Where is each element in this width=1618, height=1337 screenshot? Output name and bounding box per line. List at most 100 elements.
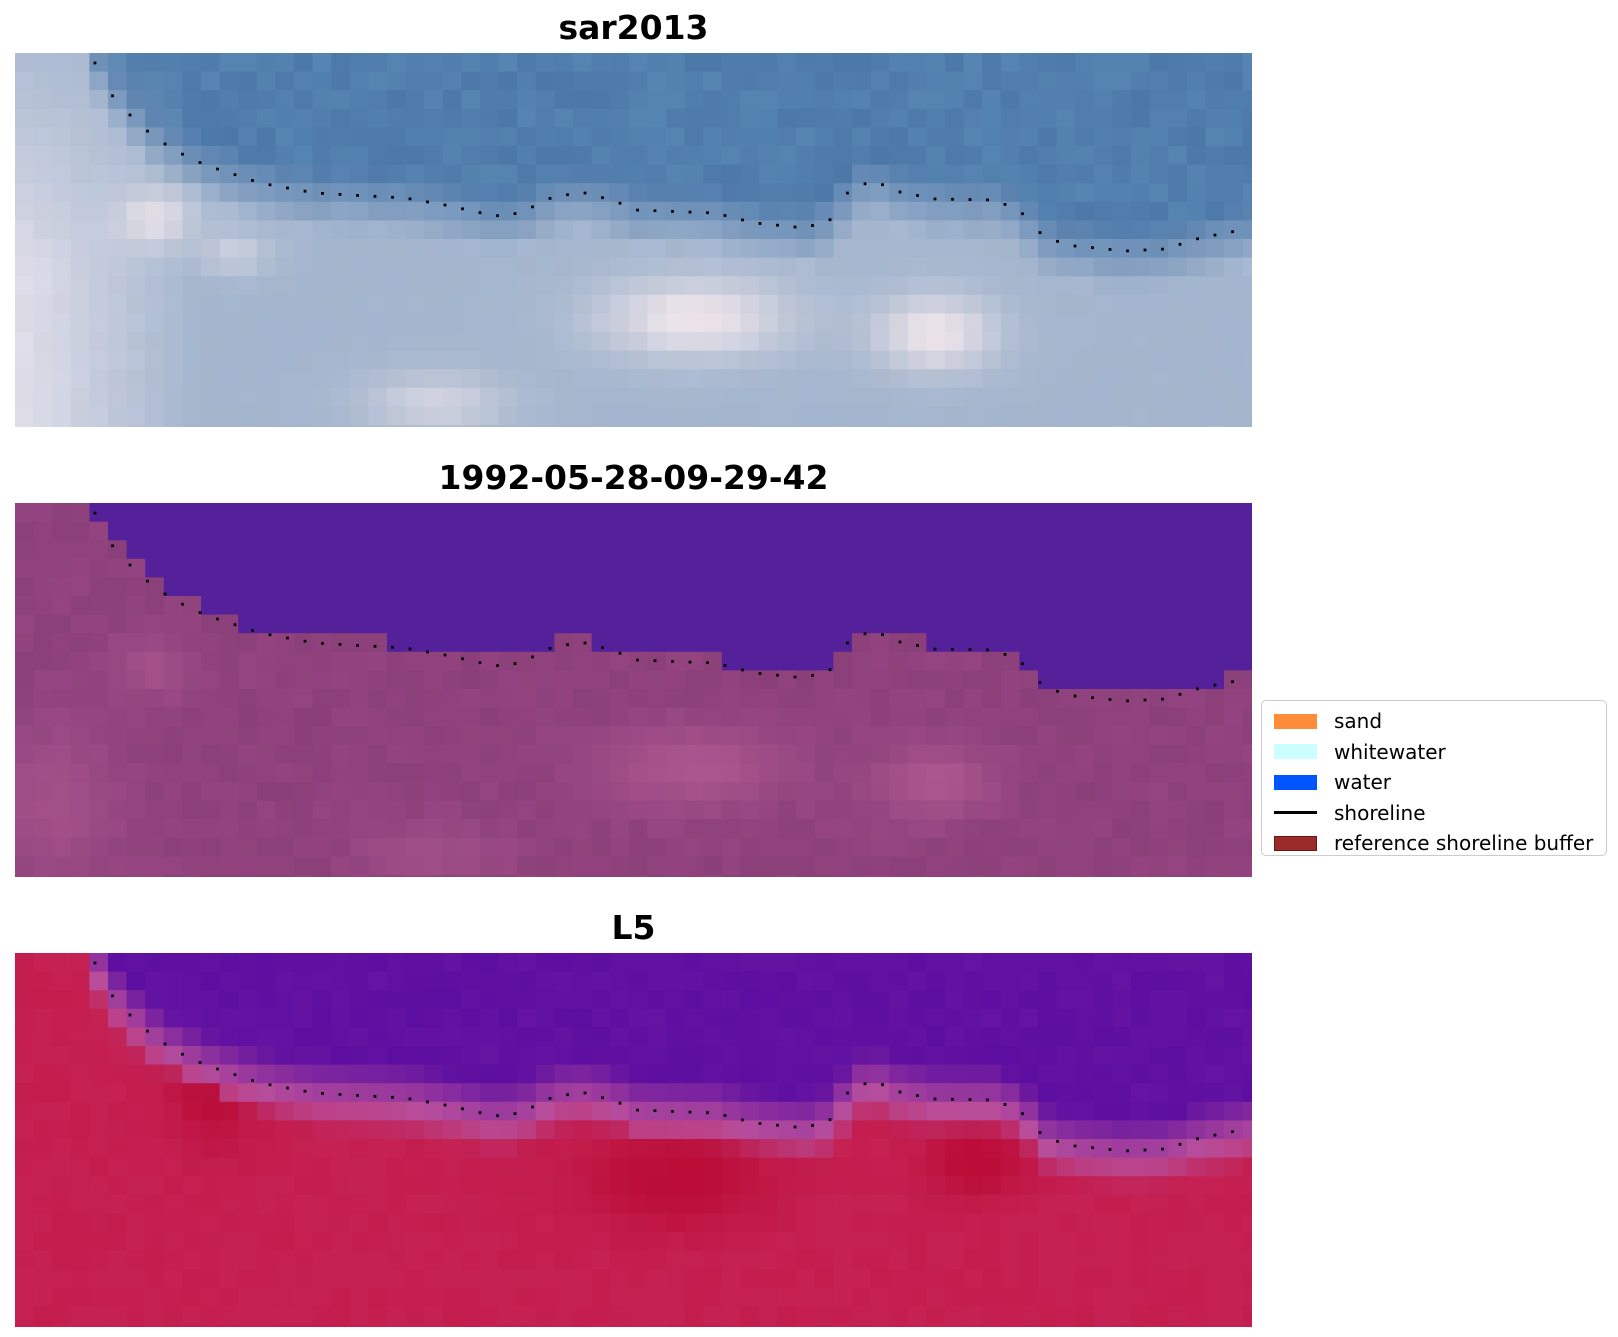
raster-cell: [1056, 707, 1076, 727]
raster-cell: [238, 651, 258, 671]
raster-cell: [759, 503, 779, 523]
raster-cell: [963, 1269, 983, 1289]
raster-cell: [498, 800, 518, 820]
raster-cell: [814, 127, 834, 147]
raster-cell: [498, 1250, 518, 1270]
shoreline-dot: [1196, 1137, 1199, 1141]
raster-cell: [554, 577, 574, 597]
raster-cell: [238, 614, 258, 634]
raster-cell: [852, 71, 872, 91]
raster-cell: [628, 782, 648, 802]
raster-cell: [108, 819, 128, 839]
raster-cell: [963, 1120, 983, 1140]
raster-cell: [814, 782, 834, 802]
raster-cell: [573, 651, 593, 671]
raster-cell: [573, 953, 593, 973]
raster-cell: [666, 387, 686, 407]
raster-cell: [721, 726, 741, 746]
raster-cell: [666, 503, 686, 523]
raster-cell: [982, 614, 1002, 634]
raster-cell: [721, 521, 741, 541]
raster-cell: [591, 1325, 611, 1327]
raster-cell: [126, 1157, 146, 1177]
raster-cell: [1149, 369, 1169, 389]
raster-cell: [591, 71, 611, 91]
raster-cell: [312, 1232, 332, 1252]
raster-cell: [15, 558, 35, 578]
raster-cell: [610, 800, 630, 820]
shoreline-dot: [916, 1094, 919, 1097]
raster-cell: [405, 763, 425, 783]
raster-cell: [945, 503, 965, 523]
raster-cell: [1056, 332, 1076, 352]
raster-cell: [1075, 1008, 1095, 1028]
raster-cell: [1093, 425, 1113, 427]
raster-cell: [1075, 726, 1095, 746]
raster-cell: [182, 127, 202, 147]
raster-cell: [163, 257, 183, 277]
raster-cell: [610, 1269, 630, 1289]
raster-cell: [1075, 782, 1095, 802]
raster-cell: [889, 540, 909, 560]
shoreline-dot: [776, 1123, 779, 1127]
raster-cell: [424, 276, 444, 296]
raster-cell: [963, 707, 983, 727]
raster-cell: [982, 689, 1002, 709]
raster-cell: [182, 558, 202, 578]
raster-cell: [387, 763, 407, 783]
raster-cell: [684, 875, 704, 877]
raster-cell: [424, 1176, 444, 1196]
raster-cell: [163, 1101, 183, 1121]
raster-cell: [777, 540, 797, 560]
raster-cell: [424, 425, 444, 427]
raster-cell: [312, 108, 332, 128]
raster-cell: [52, 1325, 72, 1327]
raster-cell: [368, 406, 388, 426]
shoreline-dot: [618, 201, 622, 205]
raster-cell: [517, 614, 537, 634]
raster-cell: [1056, 614, 1076, 634]
raster-cell: [52, 1120, 72, 1140]
raster-cell: [777, 1101, 797, 1121]
raster-cell: [201, 1325, 221, 1327]
raster-cell: [108, 1176, 128, 1196]
raster-cell: [1000, 146, 1020, 166]
raster-cell: [982, 800, 1002, 820]
shoreline-dot: [1178, 242, 1182, 246]
raster-cell: [1000, 276, 1020, 296]
raster-cell: [703, 1325, 723, 1327]
raster-cell: [15, 651, 35, 671]
raster-cell: [926, 332, 946, 352]
raster-cell: [70, 651, 90, 671]
raster-cell: [889, 503, 909, 523]
raster-cell: [424, 953, 444, 973]
raster-cell: [684, 744, 704, 764]
raster-cell: [349, 332, 369, 352]
shoreline-dot: [1021, 212, 1024, 216]
raster-cell: [647, 953, 667, 973]
raster-cell: [852, 837, 872, 857]
raster-cell: [759, 1064, 779, 1084]
raster-cell: [554, 1287, 574, 1307]
raster-cell: [201, 1176, 221, 1196]
raster-cell: [796, 1250, 816, 1270]
raster-cell: [89, 837, 109, 857]
raster-cell: [89, 1325, 109, 1327]
raster-cell: [1224, 201, 1244, 221]
raster-cell: [1186, 350, 1206, 370]
raster-cell: [145, 521, 165, 541]
raster-cell: [1205, 201, 1225, 221]
raster-cell: [498, 744, 518, 764]
shoreline-dot: [968, 648, 972, 651]
raster-cell: [1056, 201, 1076, 221]
raster-cell: [442, 596, 462, 616]
raster-cell: [1242, 1250, 1252, 1270]
raster-cell: [405, 350, 425, 370]
raster-cell: [238, 521, 258, 541]
raster-cell: [591, 633, 611, 653]
raster-cell: [461, 782, 481, 802]
raster-cell: [982, 276, 1002, 296]
raster-cell: [1242, 763, 1252, 783]
raster-cell: [461, 521, 481, 541]
raster-cell: [52, 239, 72, 259]
